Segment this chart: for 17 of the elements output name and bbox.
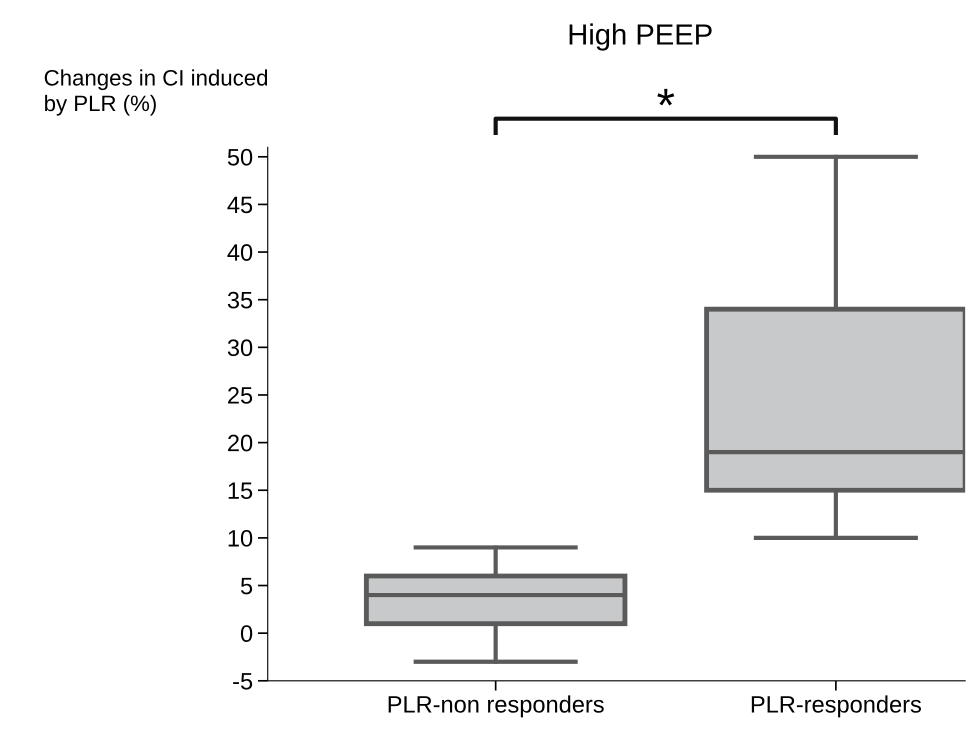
chart-title: High PEEP [570, 23, 712, 51]
y-tick-label: 40 [227, 244, 252, 261]
y-tick-label: -5 [233, 673, 252, 690]
x-tick-label: PLR-responders [752, 695, 921, 718]
y-tick-label: 15 [228, 482, 252, 500]
text: * [657, 88, 674, 106]
y-tick-label: 45 [227, 196, 252, 214]
y-tick-label: 20 [228, 434, 252, 452]
y-tick-label: 30 [228, 339, 252, 356]
y-tick-label: 0 [240, 625, 252, 642]
y-tick-label: 10 [228, 530, 252, 547]
y-tick-label: 25 [228, 387, 252, 404]
x-tick-label: PLR-non responders [388, 695, 604, 718]
y-tick-label: 50 [228, 148, 252, 166]
y-tick-label: 5 [240, 578, 252, 594]
y-tick-label: 35 [228, 292, 252, 308]
y-axis-title: Changes in CI induced by PLR (%) [44, 69, 268, 116]
